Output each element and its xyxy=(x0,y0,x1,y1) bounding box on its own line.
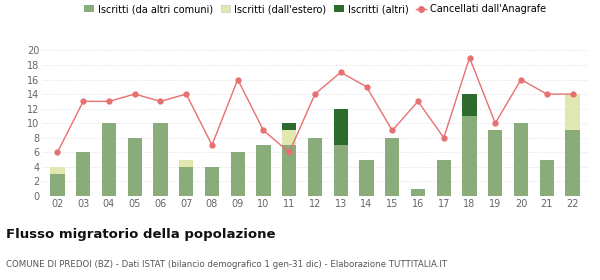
Bar xyxy=(540,160,554,196)
Bar xyxy=(437,160,451,196)
Bar xyxy=(230,152,245,196)
Bar xyxy=(488,130,502,196)
Bar xyxy=(514,123,528,196)
Bar xyxy=(334,109,348,145)
Bar xyxy=(256,145,271,196)
Bar xyxy=(179,160,193,167)
Bar xyxy=(463,116,476,196)
Bar xyxy=(463,94,476,116)
Bar xyxy=(282,130,296,145)
Bar xyxy=(334,145,348,196)
Bar xyxy=(385,138,400,196)
Bar xyxy=(128,138,142,196)
Bar xyxy=(308,138,322,196)
Bar xyxy=(205,167,219,196)
Bar xyxy=(102,123,116,196)
Bar xyxy=(282,123,296,130)
Bar xyxy=(282,145,296,196)
Bar xyxy=(565,94,580,130)
Text: Flusso migratorio della popolazione: Flusso migratorio della popolazione xyxy=(6,228,275,241)
Bar xyxy=(50,174,65,196)
Bar xyxy=(179,167,193,196)
Bar xyxy=(50,167,65,174)
Legend: Iscritti (da altri comuni), Iscritti (dall'estero), Iscritti (altri), Cancellati: Iscritti (da altri comuni), Iscritti (da… xyxy=(84,4,546,14)
Bar xyxy=(76,152,90,196)
Bar xyxy=(565,130,580,196)
Bar xyxy=(359,160,374,196)
Bar xyxy=(154,123,167,196)
Text: COMUNE DI PREDOI (BZ) - Dati ISTAT (bilancio demografico 1 gen-31 dic) - Elabora: COMUNE DI PREDOI (BZ) - Dati ISTAT (bila… xyxy=(6,260,447,269)
Bar xyxy=(411,189,425,196)
